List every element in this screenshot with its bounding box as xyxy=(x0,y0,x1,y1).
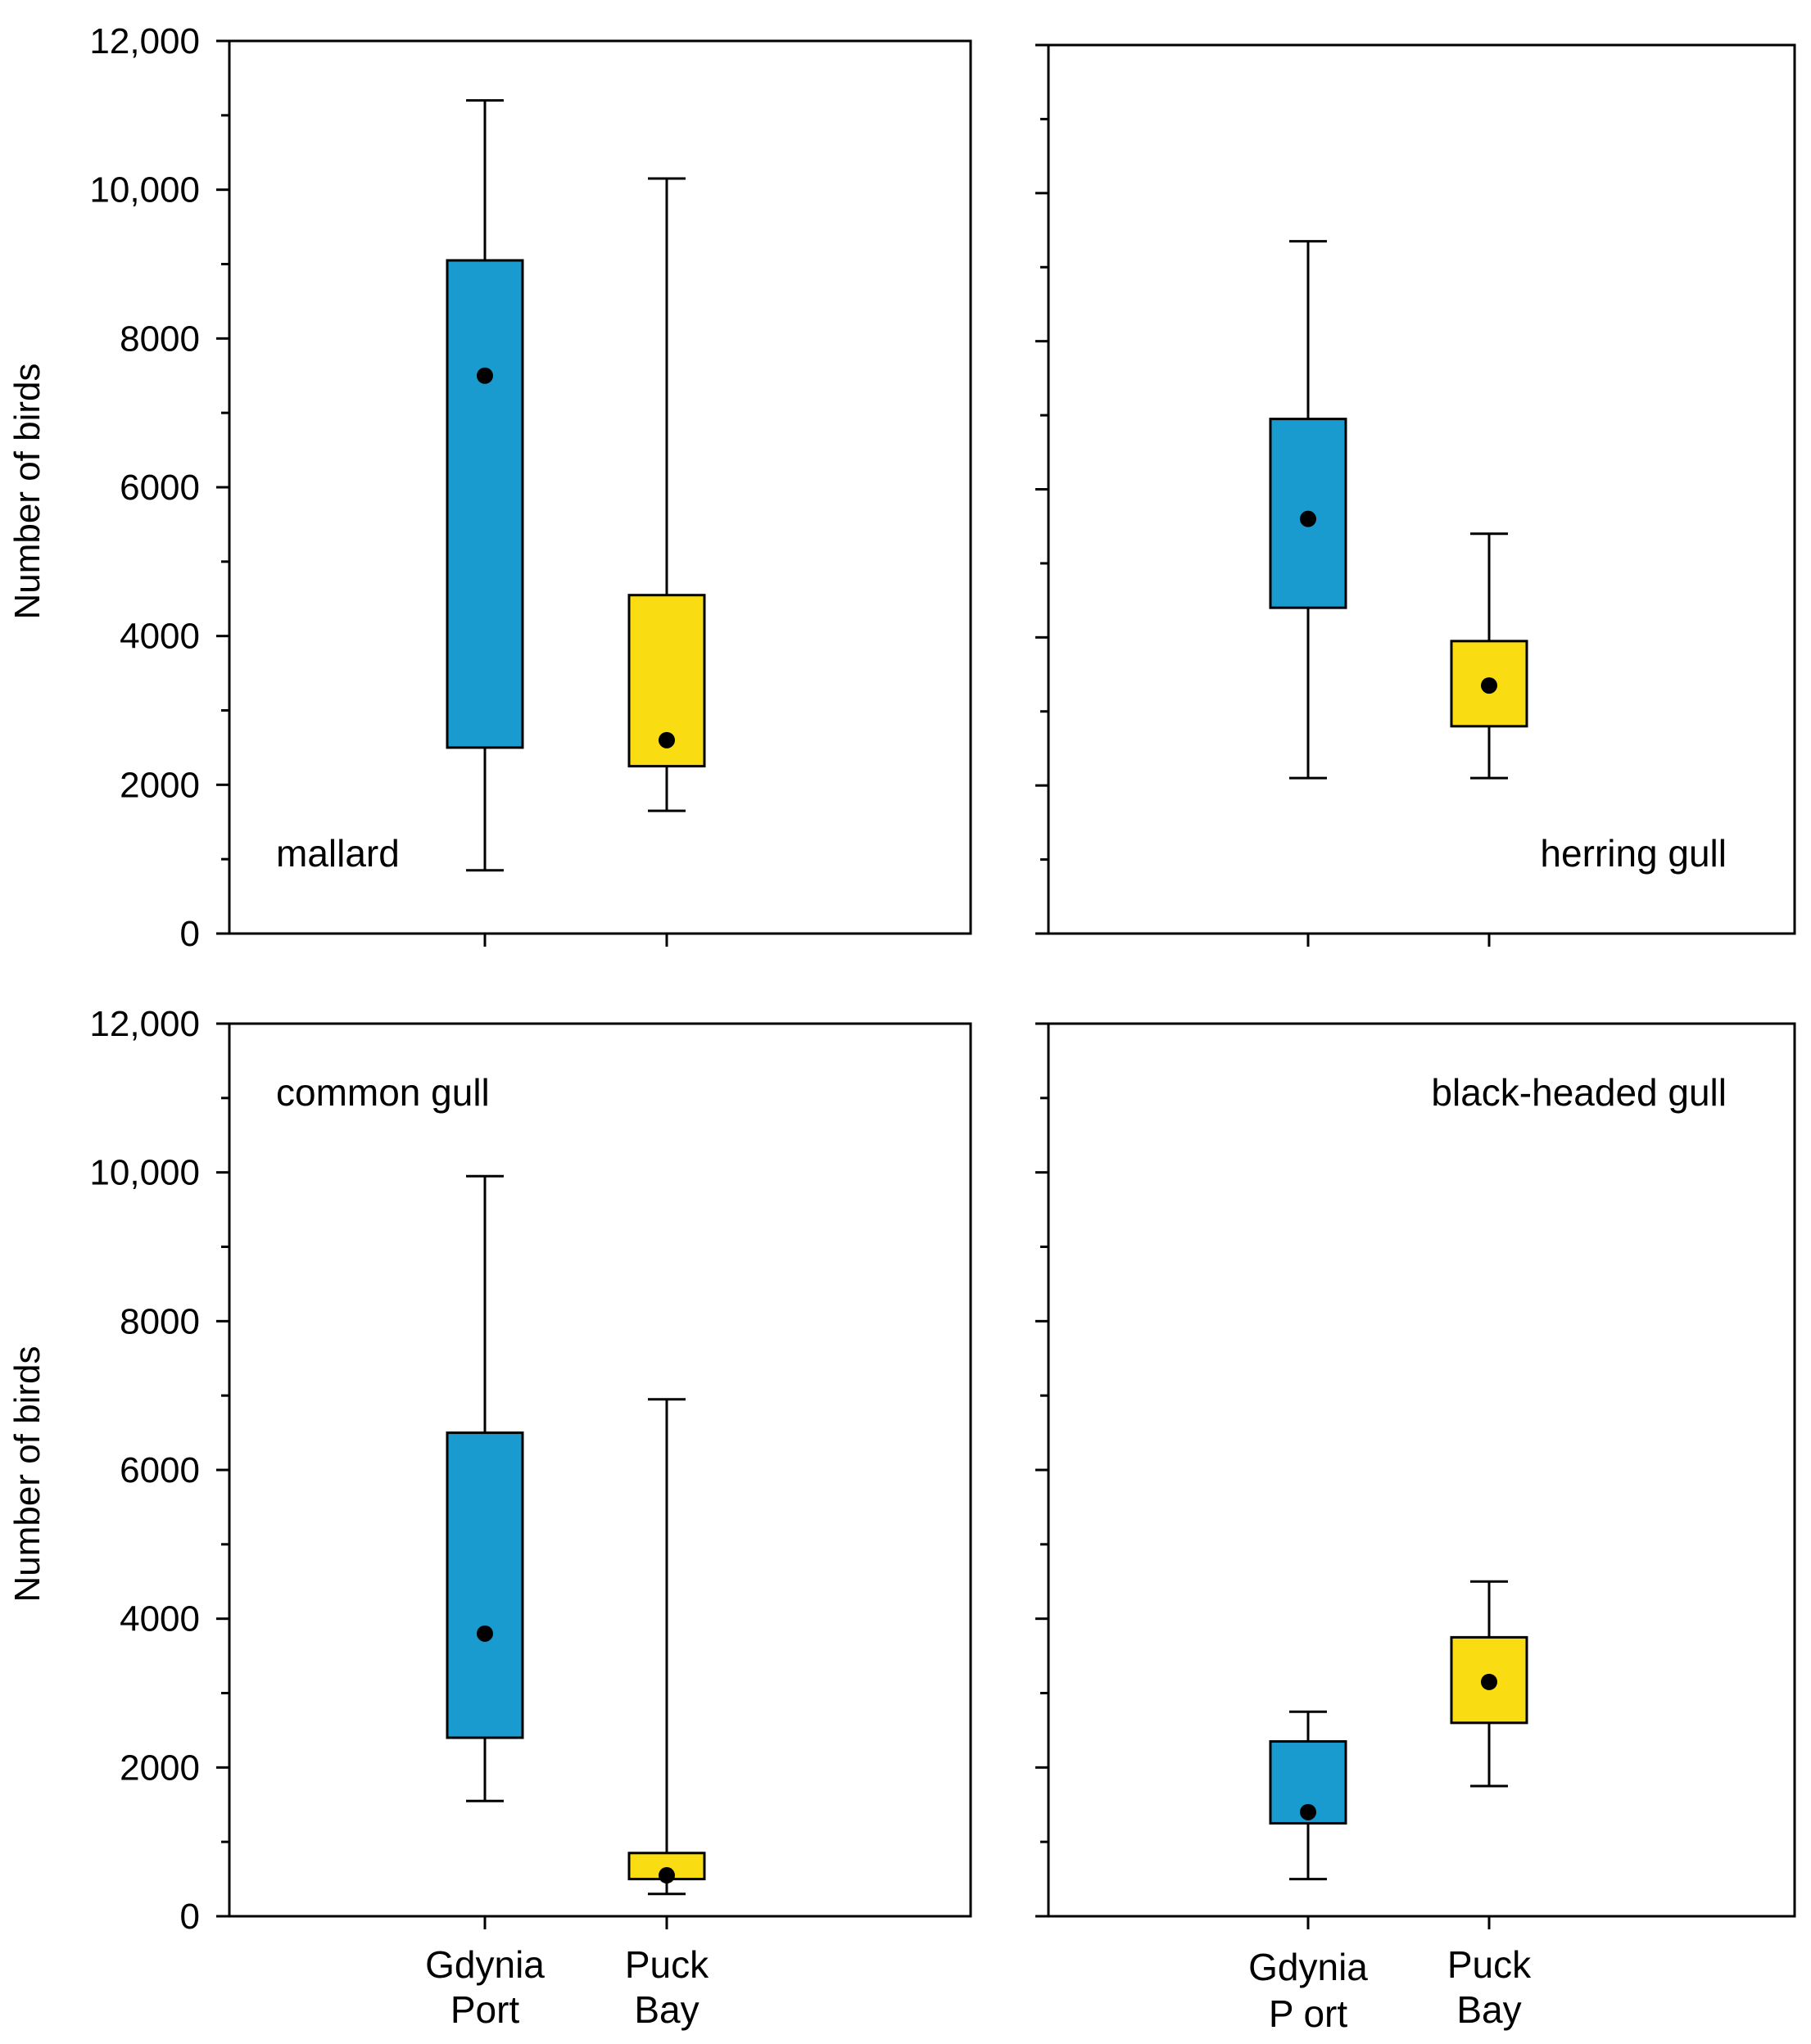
box-iqr xyxy=(446,259,524,749)
y-tick-label: 4000 xyxy=(120,617,200,657)
y-tick-label: 6000 xyxy=(120,1450,200,1490)
y-tick-label: 8000 xyxy=(120,319,200,359)
y-tick-label: 2000 xyxy=(120,1748,200,1788)
y-axis-label-top: Number of birds xyxy=(7,363,48,619)
median-point xyxy=(659,1867,675,1884)
median-point xyxy=(1300,510,1316,527)
panel-label: common gull xyxy=(276,1071,490,1114)
y-tick-label: 6000 xyxy=(120,468,200,508)
y-tick-label: 12,000 xyxy=(89,1004,200,1044)
panel-label: mallard xyxy=(276,832,400,875)
y-tick-label: 12,000 xyxy=(89,21,200,61)
median-point xyxy=(1481,1673,1497,1690)
median-point xyxy=(659,731,675,748)
y-tick-label: 0 xyxy=(180,1897,200,1937)
y-tick-label: 8000 xyxy=(120,1301,200,1341)
panel-1: herring gull xyxy=(1035,43,1796,947)
category-label-right-puck-line2: Bay xyxy=(1456,1988,1521,2031)
category-label-puck-line2: Bay xyxy=(634,1988,699,2031)
panels-group: 0 2000 4000 6000 8000 10,000 12,000 mallard herr… xyxy=(89,21,1796,1937)
panel-label: herring gull xyxy=(1540,832,1727,875)
y-axis-label-bottom: Number of birds xyxy=(7,1345,48,1602)
y-tick-label: 10,000 xyxy=(89,170,200,210)
median-point xyxy=(1300,1803,1316,1820)
panel-0: 0 2000 4000 6000 8000 10,000 12,000 mallard xyxy=(89,21,972,954)
panel-label: black-headed gull xyxy=(1431,1071,1727,1114)
median-point xyxy=(1481,677,1497,694)
category-label-gdynia-line2: Port xyxy=(450,1988,520,2031)
y-tick-label: 4000 xyxy=(120,1599,200,1639)
category-label-right-gdynia-line2: P ort xyxy=(1269,1992,1348,2035)
y-tick-label: 10,000 xyxy=(89,1153,200,1193)
box-iqr xyxy=(446,1431,524,1739)
category-label-right-puck-line1: Puck xyxy=(1447,1943,1532,1986)
category-label-gdynia-line1: Gdynia xyxy=(425,1943,545,1986)
panel-frame xyxy=(228,1022,972,1918)
median-point xyxy=(477,367,493,384)
panel-frame xyxy=(228,39,972,935)
y-tick-label: 0 xyxy=(180,914,200,954)
category-label-right-gdynia-line1: Gdynia xyxy=(1248,1946,1368,1988)
y-tick-label: 2000 xyxy=(120,765,200,805)
panel-frame xyxy=(1047,1022,1796,1918)
category-label-puck-line1: Puck xyxy=(625,1943,709,1986)
panel-frame xyxy=(1047,43,1796,935)
panel-3: black-headed gull xyxy=(1035,1022,1796,1929)
median-point xyxy=(477,1625,493,1642)
panel-2: 0 2000 4000 6000 8000 10,000 12,000 common gull xyxy=(89,1004,972,1937)
